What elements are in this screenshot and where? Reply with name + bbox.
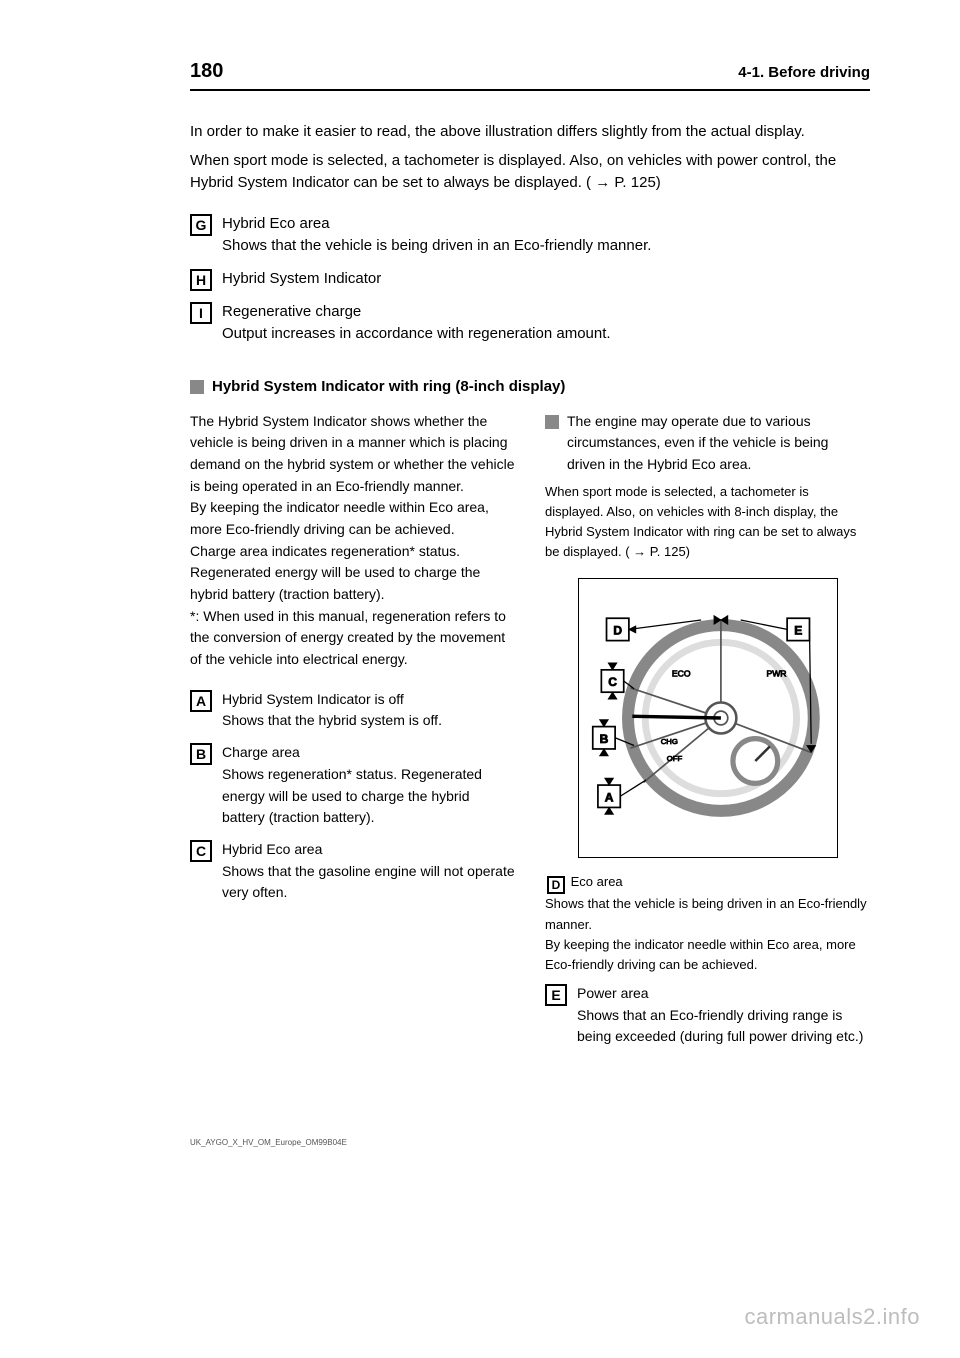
svg-text:OFF: OFF <box>666 754 682 763</box>
svg-text:CHG: CHG <box>660 737 677 746</box>
svg-text:ECO: ECO <box>671 669 690 679</box>
inline-label-d: D <box>547 876 565 894</box>
subsection-marker-icon <box>190 380 204 394</box>
label-text-g: Hybrid Eco area Shows that the vehicle i… <box>222 213 651 258</box>
label-text-d: Eco area Shows that the vehicle is being… <box>545 874 867 972</box>
label-row-b: B Charge area Shows regeneration* status… <box>190 742 515 829</box>
watermark: carmanuals2.info <box>744 1304 920 1330</box>
label-row-g: G Hybrid Eco area Shows that the vehicle… <box>190 213 870 258</box>
svg-text:C: C <box>608 675 617 689</box>
right-lead-marker-icon <box>545 415 559 429</box>
hybrid-indicator-figure: ECO PWR CHG OFF D <box>578 578 838 858</box>
svg-text:D: D <box>613 624 622 638</box>
label-text-h: Hybrid System Indicator <box>222 268 381 291</box>
svg-text:E: E <box>794 624 802 638</box>
section-title: 4-1. Before driving <box>738 64 870 81</box>
label-row-i: I Regenerative charge Output increases i… <box>190 301 870 346</box>
label-row-e: E Power area Shows that an Eco-friendly … <box>545 983 870 1048</box>
label-text-c: Hybrid Eco area Shows that the gasoline … <box>222 839 515 904</box>
right-sub: When sport mode is selected, a tachomete… <box>545 482 870 563</box>
page-number: 180 <box>190 60 223 83</box>
label-row-a: A Hybrid System Indicator is off Shows t… <box>190 689 515 732</box>
left-column: The Hybrid System Indicator shows whethe… <box>190 411 515 1059</box>
intro-para-2: When sport mode is selected, a tachomete… <box>190 150 870 195</box>
label-text-i: Regenerative charge Output increases in … <box>222 301 611 346</box>
doc-code: UK_AYGO_X_HV_OM_Europe_OM99B04E <box>190 1138 870 1147</box>
label-box-h: H <box>190 269 212 291</box>
figure-container: ECO PWR CHG OFF D <box>545 578 870 858</box>
header-rule <box>190 89 870 91</box>
svg-text:A: A <box>604 791 613 805</box>
label-row-h: H Hybrid System Indicator <box>190 268 870 291</box>
left-intro: The Hybrid System Indicator shows whethe… <box>190 411 515 671</box>
right-d-lead: D Eco area Shows that the vehicle is bei… <box>545 872 870 975</box>
right-lead-row: The engine may operate due to various ci… <box>545 411 870 476</box>
label-text-a: Hybrid System Indicator is off Shows tha… <box>222 689 442 732</box>
label-box-c: C <box>190 840 212 862</box>
intro-para-1: In order to make it easier to read, the … <box>190 121 870 144</box>
label-box-g: G <box>190 214 212 236</box>
label-box-i: I <box>190 302 212 324</box>
subsection-heading: Hybrid System Indicator with ring (8-inc… <box>212 376 565 397</box>
label-text-b: Charge area Shows regeneration* status. … <box>222 742 515 829</box>
label-box-a: A <box>190 690 212 712</box>
svg-text:PWR: PWR <box>766 669 786 679</box>
right-lead: The engine may operate due to various ci… <box>567 411 870 476</box>
subsection-heading-row: Hybrid System Indicator with ring (8-inc… <box>190 376 870 397</box>
right-column: The engine may operate due to various ci… <box>545 411 870 1059</box>
label-text-e: Power area Shows that an Eco-friendly dr… <box>577 983 870 1048</box>
svg-text:B: B <box>599 732 608 746</box>
label-row-c: C Hybrid Eco area Shows that the gasolin… <box>190 839 515 904</box>
label-box-e: E <box>545 984 567 1006</box>
label-box-b: B <box>190 743 212 765</box>
